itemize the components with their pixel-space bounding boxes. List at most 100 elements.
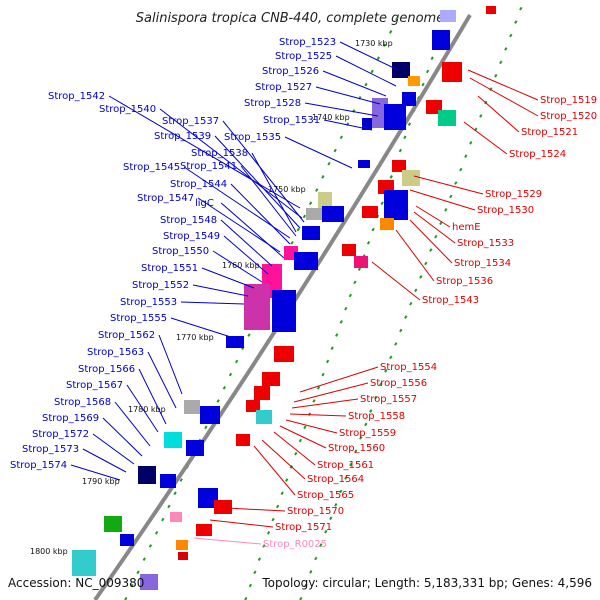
tick-mark — [395, 16, 399, 21]
gene-label-left: Strop_1538 — [191, 148, 248, 159]
tick-mark — [248, 583, 252, 588]
tick-mark — [379, 382, 383, 386]
label-leader-line — [469, 77, 539, 117]
accession-text: Accession: NC_009380 — [8, 576, 144, 590]
tick-mark — [364, 422, 368, 427]
tick-mark — [430, 56, 434, 61]
gene-feature — [246, 400, 260, 412]
tick-mark — [316, 385, 321, 390]
gene-feature — [486, 6, 496, 14]
label-leader-line — [225, 507, 286, 512]
tick-mark — [275, 504, 280, 509]
label-leader-line — [126, 384, 159, 433]
label-leader-line — [284, 136, 353, 169]
tick-mark — [235, 359, 239, 364]
label-leader-line — [147, 351, 177, 409]
gene-label-right: Strop_1521 — [521, 127, 578, 138]
tick-mark — [514, 20, 518, 24]
kbp-marker-label: 1770 kbp — [176, 333, 214, 342]
gene-feature — [138, 466, 156, 484]
gene-label-left: Strop_1568 — [54, 397, 111, 408]
label-leader-line — [220, 219, 273, 267]
label-leader-line — [322, 70, 387, 97]
tick-mark — [479, 114, 483, 118]
tick-mark — [359, 435, 363, 440]
label-leader-line — [413, 211, 456, 244]
gene-label-left: Strop_1531 — [263, 115, 320, 126]
gene-label-right: Strop_1533 — [457, 238, 514, 249]
tick-mark — [179, 478, 183, 482]
kbp-marker-label: 1760 kbp — [222, 261, 260, 270]
tick-mark — [414, 288, 418, 293]
gene-label-right: Strop_1564 — [307, 474, 364, 485]
tick-mark — [148, 544, 153, 548]
tick-mark — [154, 530, 159, 535]
gene-label-right: Strop_1556 — [370, 378, 427, 389]
gene-feature — [254, 386, 270, 400]
kbp-marker-label: 1750 kbp — [268, 185, 306, 194]
gene-label-left: Strop_1567 — [66, 380, 123, 391]
tick-mark — [403, 135, 407, 140]
label-leader-line — [413, 175, 484, 195]
gene-feature — [140, 574, 158, 590]
gene-label-right: Strop_1534 — [454, 258, 511, 269]
gene-feature — [200, 406, 220, 424]
gene-label-right: Strop_1561 — [317, 460, 374, 471]
label-leader-line — [222, 120, 305, 223]
label-leader-line — [108, 95, 301, 209]
tick-mark — [303, 425, 307, 430]
label-leader-line — [293, 382, 369, 403]
gene-label-right: Strop_1558 — [348, 411, 405, 422]
tick-mark — [388, 30, 393, 34]
gene-label-left: Strop_1573 — [22, 444, 79, 455]
label-leader-line — [209, 519, 274, 528]
label-leader-line — [92, 433, 135, 465]
gene-feature — [184, 400, 200, 414]
label-leader-line — [299, 366, 379, 393]
label-leader-line — [253, 445, 296, 496]
gene-label-left: Strop_1548 — [160, 215, 217, 226]
genome-title: Salinispora tropica CNB-440, complete ge… — [136, 11, 444, 26]
gene-label-right: Strop_1529 — [485, 189, 542, 200]
gene-label-left: Strop_1525 — [275, 51, 332, 62]
tick-mark — [389, 175, 393, 179]
tick-mark — [309, 570, 313, 574]
tick-mark — [161, 517, 165, 522]
label-leader-line — [291, 398, 359, 409]
gene-label-left: Strop_1537 — [162, 116, 219, 127]
gene-features — [72, 6, 496, 590]
tick-mark — [333, 148, 337, 153]
gene-label-right: Strop_1520 — [540, 111, 597, 122]
gene-label-right: Strop_1519 — [540, 95, 597, 106]
gene-label-left: Strop_1574 — [10, 460, 67, 471]
label-leader-line — [193, 537, 262, 545]
gene-label-left: Strop_1550 — [152, 246, 209, 257]
label-leader-line — [223, 235, 269, 275]
label-leader-line — [82, 448, 127, 473]
gene-label-left: Strop_1552 — [132, 280, 189, 291]
tick-mark — [469, 140, 473, 145]
gene-label-left: Strop_1527 — [255, 82, 312, 93]
tick-mark — [130, 583, 134, 588]
tick-mark — [364, 82, 368, 87]
tick-mark — [384, 368, 388, 373]
label-leader-line — [212, 250, 263, 283]
gene-feature — [72, 550, 96, 576]
tick-mark — [302, 214, 307, 219]
tick-mark — [409, 301, 413, 306]
tick-mark — [315, 188, 319, 192]
tick-mark — [376, 56, 380, 61]
kbp-marker-label: 1800 kbp — [30, 547, 68, 556]
tick-mark — [304, 583, 308, 588]
tick-mark — [321, 372, 325, 377]
gene-label-left: Strop_1528 — [244, 98, 301, 109]
kbp-marker-label: 1740 kbp — [312, 113, 350, 122]
tick-mark — [344, 306, 348, 311]
tick-mark — [357, 267, 362, 271]
tick-mark — [271, 517, 275, 522]
gene-feature — [342, 244, 356, 256]
tick-mark — [366, 240, 371, 245]
kbp-marker-label: 1790 kbp — [82, 477, 120, 486]
tick-mark — [330, 346, 334, 351]
tick-mark — [429, 248, 433, 252]
